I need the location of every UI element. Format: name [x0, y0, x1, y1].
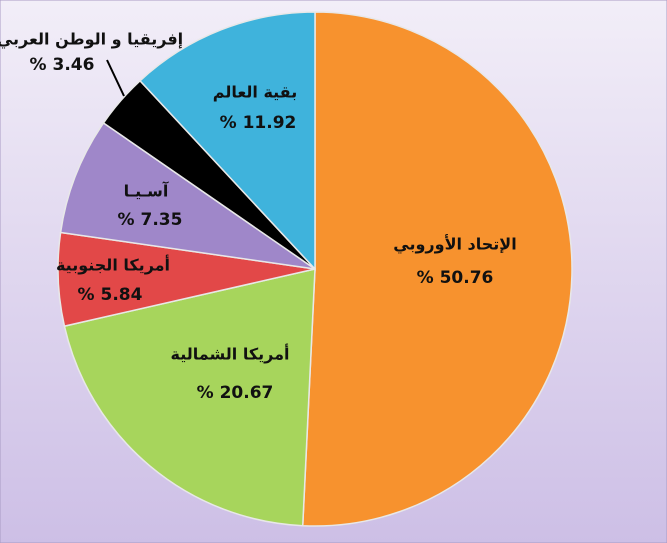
- pie-slice: [63, 268, 316, 527]
- value-label: % 7.35: [118, 210, 183, 230]
- value-label: % 50.76: [417, 268, 494, 288]
- pie-slice: [301, 11, 573, 527]
- slice-label: أمريكا الجنوبية: [56, 255, 170, 275]
- slice-label: آسـيـا: [124, 181, 169, 201]
- value-label: % 20.67: [197, 383, 274, 403]
- leader-line: [106, 59, 125, 97]
- value-label: % 3.46: [30, 55, 95, 75]
- slice-label: الإتحاد الأوروبي: [393, 235, 516, 255]
- value-label: % 11.92: [220, 113, 297, 133]
- slice-label: أمريكا الشمالية: [171, 344, 290, 364]
- value-label: % 5.84: [78, 285, 143, 305]
- pie-slice: [59, 121, 316, 270]
- slice-label: بقية العالم: [213, 83, 297, 102]
- pie-slice: [138, 11, 316, 271]
- slice-label: إفريقيا و الوطن العربي: [0, 30, 183, 50]
